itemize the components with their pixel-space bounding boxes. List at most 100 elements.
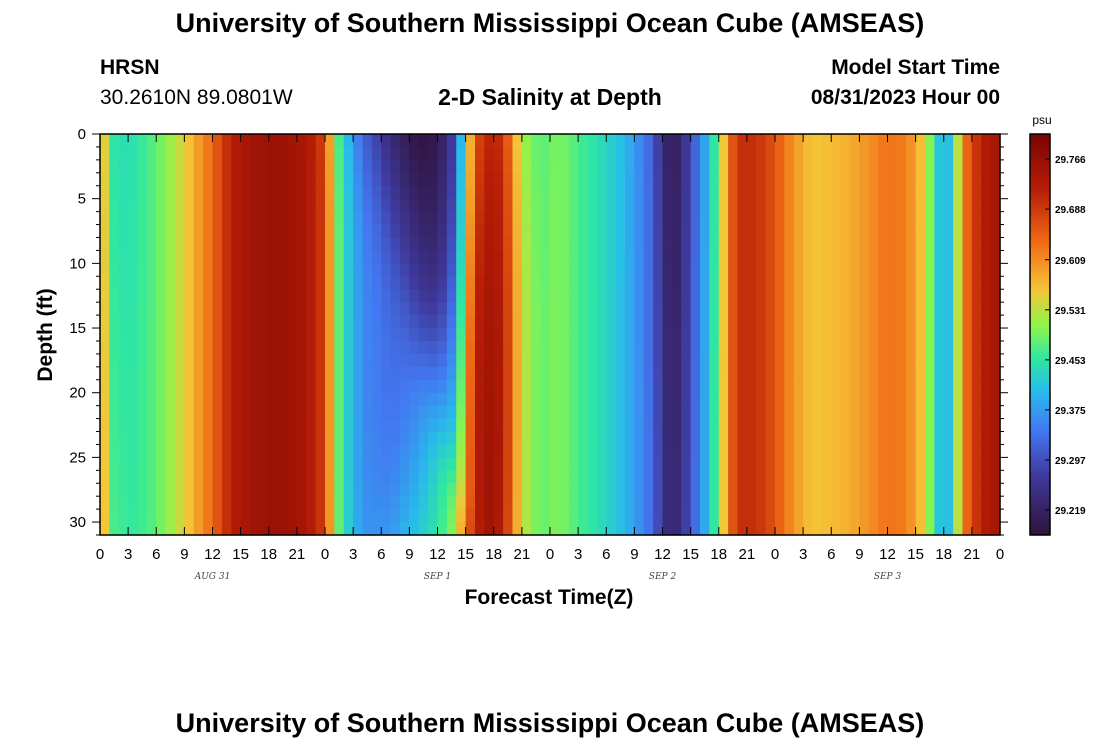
heatmap-cell [793,431,804,446]
heatmap-cell [175,457,185,471]
heatmap-cell [456,470,467,484]
heatmap-cell [400,237,410,252]
heatmap-cell [390,263,401,277]
heatmap-cell [934,328,945,342]
heatmap-cell [400,289,410,303]
heatmap-cell [278,328,289,342]
heatmap-cell [775,418,785,433]
heatmap-cell [184,159,195,174]
heatmap-cell [409,418,420,433]
heatmap-cell [756,496,767,510]
heatmap-cell [118,172,129,187]
heatmap-cell [362,483,373,497]
heatmap-cell [250,457,260,471]
heatmap-cell [381,353,392,368]
colorbar-tick-label: 29.453 [1055,356,1086,367]
x-tick-label: 21 [964,546,981,563]
heatmap-cell [409,509,420,523]
heatmap-cell [850,392,860,407]
heatmap-cell [165,224,176,239]
heatmap-cell [653,470,664,484]
heatmap-cell [109,263,120,277]
heatmap-cell [662,509,673,523]
heatmap-cell [165,392,176,407]
heatmap-cell [212,263,223,277]
heatmap-cell [840,211,851,226]
heatmap-cell [953,237,964,252]
heatmap-cell [925,276,935,290]
heatmap-cell [456,289,467,303]
heatmap-cell [596,134,607,148]
heatmap-cell [793,392,804,407]
heatmap-cell [625,146,635,161]
heatmap-cell [793,457,804,471]
heatmap-cell [221,250,232,264]
heatmap-cell [409,522,420,536]
heatmap-cell [643,250,654,264]
heatmap-cell [259,522,270,536]
heatmap-cell [400,172,410,187]
heatmap-cell [971,353,982,368]
heatmap-cell [550,328,560,342]
heatmap-cell [240,211,251,226]
heatmap-cell [343,185,354,200]
heatmap-cell [390,418,401,433]
heatmap-cell [503,340,514,355]
heatmap-cell [287,185,298,200]
colorbar-tick-label: 29.531 [1055,306,1086,317]
heatmap-cell [962,315,973,329]
heatmap-cell [700,353,710,368]
heatmap-cell [943,366,954,381]
heatmap-cell [568,146,579,161]
heatmap-cell [268,379,279,394]
heatmap-cell [953,509,964,523]
heatmap-cell [831,483,842,497]
heatmap-cell [221,237,232,252]
heatmap-cell [203,431,214,446]
heatmap-cell [821,340,832,355]
heatmap-cell [568,185,579,200]
heatmap-cell [184,315,195,329]
heatmap-cell [325,276,335,290]
heatmap-cell [296,134,307,148]
heatmap-cell [400,379,410,394]
heatmap-cell [231,172,242,187]
heatmap-cell [118,366,129,381]
heatmap-cell [456,522,467,536]
heatmap-cell [156,392,167,407]
heatmap-cell [690,483,701,497]
heatmap-cell [625,159,635,174]
heatmap-cell [643,198,654,213]
heatmap-cell [156,172,167,187]
heatmap-cell [925,250,935,264]
heatmap-cell [296,366,307,381]
heatmap-cell [700,392,710,407]
heatmap-cell [418,470,429,484]
heatmap-cell [943,353,954,368]
heatmap-cell [709,263,720,277]
heatmap-cell [156,263,167,277]
heatmap-cell [859,250,870,264]
heatmap-cell [578,392,589,407]
heatmap-cell [596,418,607,433]
heatmap-cell [840,483,851,497]
x-tick-label: 15 [907,546,924,563]
heatmap-cell [681,444,692,458]
heatmap-cell [456,159,467,174]
heatmap-cell [137,237,148,252]
heatmap-cell [259,340,270,355]
colorbar-unit: psu [1032,113,1051,127]
heatmap-cell [840,418,851,433]
heatmap-cell [484,522,495,536]
heatmap-cell [793,172,804,187]
heatmap-cell [793,159,804,174]
heatmap-cell [128,379,139,394]
heatmap-cell [775,302,785,316]
heatmap-cell [362,224,373,239]
heatmap-cell [559,328,570,342]
heatmap-cell [793,134,804,148]
heatmap-cell [784,172,795,187]
heatmap-cell [165,340,176,355]
heatmap-cell [803,379,814,394]
heatmap-cell [690,366,701,381]
